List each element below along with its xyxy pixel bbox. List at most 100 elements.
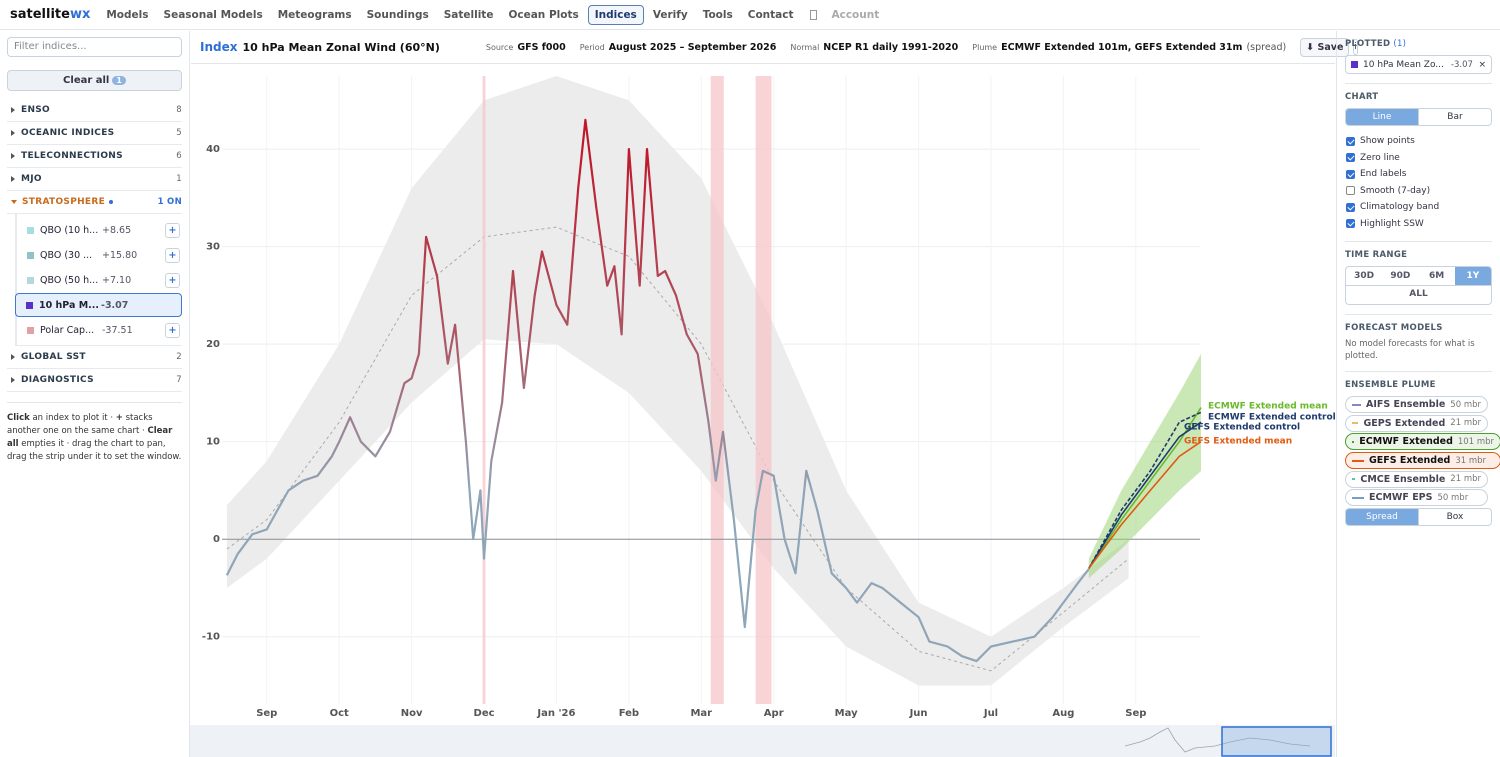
index-item[interactable]: QBO (30 ... +15.80 + bbox=[17, 243, 182, 267]
nav-link[interactable]: Models bbox=[106, 8, 149, 21]
plume-mode-option[interactable]: Box bbox=[1446, 512, 1464, 523]
plume-model[interactable]: GEFS Extended 31 mbr bbox=[1345, 452, 1500, 470]
checkbox-row[interactable]: Smooth (7-day) bbox=[1345, 183, 1492, 200]
nav-link[interactable]: Verify bbox=[652, 8, 688, 21]
model-name: CMCE Ensemble bbox=[1360, 473, 1446, 485]
nav-link[interactable]: Ocean Plots bbox=[508, 8, 579, 21]
clear-all-button[interactable]: Clear all 1 bbox=[7, 70, 182, 91]
plume-model[interactable]: GEPS Extended 21 mbr bbox=[1345, 414, 1488, 432]
group-row[interactable]: ENSO 8 bbox=[7, 99, 182, 122]
plume-model[interactable]: ECMWF EPS 50 mbr bbox=[1345, 489, 1488, 507]
index-name: 10 hPa M... bbox=[39, 299, 99, 311]
group-count: 1 bbox=[176, 174, 182, 184]
expand-arrow bbox=[11, 130, 15, 136]
mode-option[interactable]: Bar bbox=[1447, 112, 1463, 122]
checkbox-label: Highlight SSW bbox=[1360, 218, 1424, 229]
add-button[interactable]: + bbox=[165, 322, 180, 338]
help-segment: stacks another one on the same chart · bbox=[7, 413, 153, 436]
x-tick-label: Nov bbox=[401, 708, 423, 719]
brand[interactable]: satellitewx bbox=[10, 7, 91, 22]
group-count: 6 bbox=[176, 151, 182, 161]
checkbox-row[interactable]: Zero line bbox=[1345, 150, 1492, 167]
checkbox[interactable] bbox=[1346, 169, 1355, 179]
remove-button[interactable]: × bbox=[1478, 59, 1486, 70]
group-row[interactable]: STRATOSPHERE 1 ON bbox=[7, 191, 182, 214]
index-value: -3.07 bbox=[101, 299, 129, 311]
section-heading: PLOTTED (1) bbox=[1345, 39, 1407, 49]
checkbox[interactable] bbox=[1346, 219, 1355, 229]
plume-line bbox=[1088, 441, 1202, 569]
index-label: Index bbox=[200, 40, 238, 54]
index-item[interactable]: 10 hPa M... -3.07 bbox=[15, 293, 182, 317]
plume-model[interactable]: CMCE Ensemble 21 mbr bbox=[1345, 470, 1488, 488]
y-tick-label: 20 bbox=[206, 339, 220, 350]
meta-key: Source bbox=[485, 42, 514, 52]
nav-icon[interactable] bbox=[810, 9, 818, 20]
index-value: +7.10 bbox=[102, 274, 132, 286]
range-option[interactable]: 30D bbox=[1354, 271, 1375, 281]
add-button[interactable]: + bbox=[165, 247, 180, 263]
ssw-band bbox=[710, 76, 724, 704]
group-count: 2 bbox=[176, 352, 182, 362]
x-tick-label: Jan '26 bbox=[536, 708, 575, 719]
swatch bbox=[1351, 61, 1358, 68]
plume-mode-option[interactable]: Spread bbox=[1346, 509, 1419, 526]
help-segment: Click bbox=[7, 413, 30, 423]
group-row[interactable]: MJO 1 bbox=[7, 168, 182, 191]
options-panel: PLOTTED (1) 10 hPa Mean Zo... -3.07 × CHART Li… bbox=[1336, 31, 1500, 757]
range-option[interactable]: 90D bbox=[1390, 271, 1411, 281]
swatch bbox=[27, 276, 34, 284]
checkbox-label: Smooth (7-day) bbox=[1360, 185, 1431, 196]
forecast-section: FORECAST MODELS No model forecasts for wh… bbox=[1345, 315, 1492, 372]
range-option[interactable]: 1Y bbox=[1454, 267, 1491, 285]
mode-option[interactable]: Line bbox=[1346, 109, 1419, 125]
group-row[interactable]: TELECONNECTIONS 6 bbox=[7, 145, 182, 168]
expand-arrow bbox=[11, 107, 15, 113]
nav-link[interactable]: Tools bbox=[702, 8, 733, 21]
add-button[interactable]: + bbox=[165, 272, 180, 288]
checkbox-row[interactable]: Highlight SSW bbox=[1345, 216, 1492, 233]
index-item[interactable]: Polar Cap... -37.51 + bbox=[17, 318, 182, 342]
index-item[interactable]: QBO (10 h... +8.65 + bbox=[17, 218, 182, 242]
meta-key: Period bbox=[579, 42, 605, 52]
plotted-item: 10 hPa Mean Zo... -3.07 × bbox=[1345, 55, 1492, 74]
account-link[interactable]: Account bbox=[831, 8, 880, 21]
save-button[interactable]: ⬇ Save bbox=[1300, 37, 1350, 57]
nav-link[interactable]: Contact bbox=[747, 8, 794, 21]
plume-model[interactable]: ECMWF Extended 101 mbr bbox=[1345, 433, 1500, 451]
index-title: 10 hPa Mean Zonal Wind (60°N) bbox=[242, 40, 440, 54]
filter-input[interactable]: Filter indices... bbox=[7, 37, 182, 57]
model-members: 31 mbr bbox=[1455, 455, 1487, 466]
mode-toggle: Line Bar bbox=[1345, 108, 1492, 126]
checkbox[interactable] bbox=[1346, 202, 1355, 212]
nav-link[interactable]: Seasonal Models bbox=[163, 8, 263, 21]
group-row[interactable]: OCEANIC INDICES 5 bbox=[7, 122, 182, 145]
index-item[interactable]: QBO (50 h... +7.10 + bbox=[17, 268, 182, 292]
clear-label: Clear all bbox=[63, 75, 110, 86]
checkbox-label: Climatology band bbox=[1360, 202, 1440, 213]
model-name: GEPS Extended bbox=[1363, 417, 1446, 429]
minimap-window[interactable] bbox=[1221, 726, 1332, 757]
expand-arrow bbox=[11, 153, 15, 159]
range-option[interactable]: 6M bbox=[1429, 271, 1445, 281]
checkbox[interactable] bbox=[1346, 136, 1355, 146]
checkbox-row[interactable]: Show points bbox=[1345, 133, 1492, 150]
nav-link[interactable]: Soundings bbox=[366, 8, 429, 21]
checkbox[interactable] bbox=[1346, 186, 1355, 196]
minimap[interactable] bbox=[190, 725, 1335, 757]
nav-link[interactable]: Satellite bbox=[443, 8, 494, 21]
group-row[interactable]: DIAGNOSTICS 7 bbox=[7, 369, 182, 392]
checkbox[interactable] bbox=[1346, 153, 1355, 163]
add-button[interactable]: + bbox=[165, 222, 180, 238]
x-tick-label: Feb bbox=[619, 708, 639, 719]
checkbox-row[interactable]: Climatology band bbox=[1345, 199, 1492, 216]
plume-model[interactable]: AIFS Ensemble 50 mbr bbox=[1345, 396, 1488, 413]
info-button[interactable]: i bbox=[1353, 39, 1358, 55]
nav-link[interactable]: Meteograms bbox=[277, 8, 352, 21]
model-name: ECMWF Extended bbox=[1359, 436, 1453, 448]
checkbox-row[interactable]: End labels bbox=[1345, 166, 1492, 183]
range-all[interactable]: ALL bbox=[1409, 289, 1428, 299]
group-row[interactable]: GLOBAL SST 2 bbox=[7, 346, 182, 369]
nav-link[interactable]: Indices bbox=[587, 4, 644, 25]
